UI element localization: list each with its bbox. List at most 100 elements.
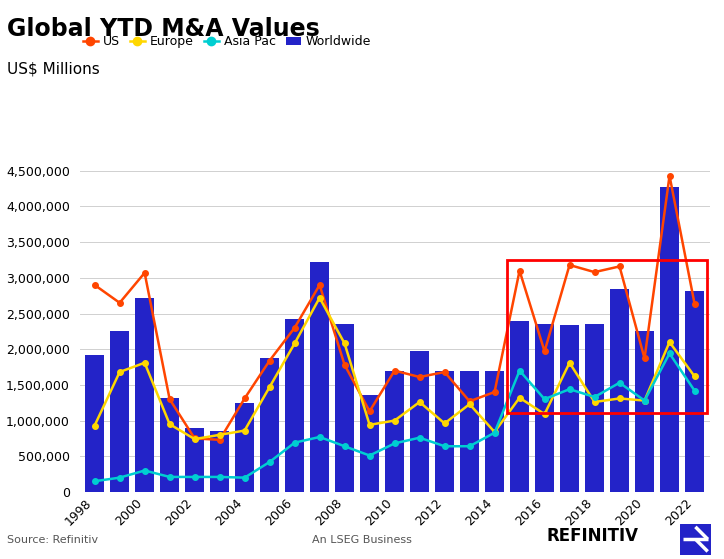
Bar bbox=[110, 330, 129, 492]
Asia Pac bbox=[615, 380, 624, 386]
Bar bbox=[361, 395, 379, 492]
Asia Pac bbox=[190, 473, 199, 480]
Asia Pac bbox=[315, 434, 324, 440]
Europe bbox=[390, 417, 399, 424]
Bar bbox=[510, 321, 529, 492]
Bar bbox=[460, 371, 479, 492]
Bar bbox=[535, 324, 554, 492]
US bbox=[640, 355, 649, 362]
US bbox=[215, 437, 224, 443]
Text: An LSEG Business: An LSEG Business bbox=[312, 535, 412, 545]
US bbox=[190, 435, 199, 442]
Europe bbox=[115, 369, 124, 376]
Europe bbox=[690, 373, 699, 380]
US bbox=[290, 324, 299, 331]
US bbox=[240, 395, 249, 402]
Asia Pac bbox=[515, 367, 524, 374]
Asia Pac bbox=[290, 439, 299, 446]
Europe bbox=[340, 340, 349, 347]
Asia Pac bbox=[416, 434, 424, 441]
Asia Pac bbox=[440, 443, 449, 449]
Bar bbox=[610, 288, 629, 492]
Bar bbox=[635, 330, 654, 492]
US bbox=[90, 282, 99, 288]
Asia Pac bbox=[165, 473, 174, 480]
US bbox=[665, 172, 674, 179]
US bbox=[515, 267, 524, 274]
Asia Pac bbox=[665, 350, 674, 357]
Asia Pac bbox=[565, 386, 574, 392]
Line: Asia Pac: Asia Pac bbox=[92, 350, 697, 484]
Bar bbox=[285, 319, 304, 492]
Text: Source: Refinitiv: Source: Refinitiv bbox=[7, 535, 98, 545]
Bar bbox=[385, 371, 404, 492]
Asia Pac bbox=[215, 473, 224, 480]
Europe bbox=[540, 411, 549, 418]
Europe bbox=[165, 421, 174, 428]
Asia Pac bbox=[240, 474, 249, 481]
Bar bbox=[235, 402, 254, 492]
Europe bbox=[640, 397, 649, 404]
US bbox=[365, 408, 374, 415]
US bbox=[340, 362, 349, 368]
Asia Pac bbox=[115, 474, 124, 481]
Europe bbox=[140, 359, 149, 366]
Bar bbox=[185, 428, 204, 492]
Asia Pac bbox=[365, 452, 374, 459]
Europe bbox=[365, 421, 374, 428]
Bar bbox=[335, 324, 354, 492]
Europe bbox=[416, 399, 424, 405]
Europe bbox=[590, 399, 599, 405]
US bbox=[590, 269, 599, 276]
Europe bbox=[290, 340, 299, 347]
US bbox=[690, 300, 699, 307]
US bbox=[390, 367, 399, 374]
Asia Pac bbox=[140, 467, 149, 474]
Bar bbox=[660, 187, 679, 492]
US bbox=[440, 369, 449, 376]
Europe bbox=[466, 401, 474, 408]
Europe bbox=[215, 432, 224, 438]
Asia Pac bbox=[466, 443, 474, 449]
US bbox=[416, 373, 424, 380]
Europe bbox=[90, 422, 99, 429]
Europe bbox=[265, 383, 274, 390]
Legend: US, Europe, Asia Pac, Worldwide: US, Europe, Asia Pac, Worldwide bbox=[83, 35, 371, 48]
Line: US: US bbox=[92, 173, 697, 443]
Bar bbox=[160, 397, 179, 492]
Europe bbox=[565, 359, 574, 366]
Bar bbox=[260, 358, 279, 492]
US bbox=[540, 348, 549, 355]
Text: US$ Millions: US$ Millions bbox=[7, 61, 100, 77]
Bar bbox=[210, 431, 229, 492]
Europe bbox=[490, 429, 499, 435]
Bar bbox=[685, 291, 704, 492]
US bbox=[466, 398, 474, 405]
Europe bbox=[515, 394, 524, 401]
Bar bbox=[310, 262, 329, 492]
Bar bbox=[560, 325, 579, 492]
US bbox=[490, 389, 499, 395]
Text: REFINITIV: REFINITIV bbox=[547, 527, 639, 545]
Bar bbox=[85, 355, 104, 492]
Europe bbox=[240, 427, 249, 434]
Europe bbox=[315, 295, 324, 301]
US bbox=[265, 357, 274, 364]
Asia Pac bbox=[640, 397, 649, 404]
US bbox=[315, 282, 324, 288]
US bbox=[165, 396, 174, 402]
Asia Pac bbox=[340, 443, 349, 449]
US bbox=[115, 300, 124, 306]
Europe bbox=[440, 420, 449, 427]
Bar bbox=[411, 352, 429, 492]
Bar bbox=[485, 371, 504, 492]
Text: Global YTD M&A Values: Global YTD M&A Values bbox=[7, 17, 320, 41]
US bbox=[565, 262, 574, 268]
Bar bbox=[135, 298, 154, 492]
US bbox=[615, 263, 624, 270]
Europe bbox=[615, 395, 624, 402]
Bar bbox=[585, 324, 604, 492]
US bbox=[140, 269, 149, 276]
Asia Pac bbox=[690, 387, 699, 394]
Europe bbox=[190, 436, 199, 443]
